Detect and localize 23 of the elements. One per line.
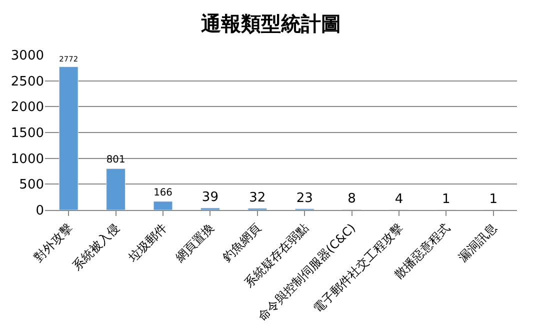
data-label: 4 bbox=[394, 192, 404, 207]
y-tick-label: 3000 bbox=[10, 48, 44, 64]
x-tick-label: 網頁置換 bbox=[172, 220, 217, 266]
data-label: 1 bbox=[489, 192, 498, 207]
y-tick-label: 0 bbox=[36, 204, 44, 219]
x-tick-label: 垃圾郵件 bbox=[124, 220, 170, 266]
chart-title: 通報類型統計圖 bbox=[200, 11, 341, 36]
x-tick-label: 漏洞訊息 bbox=[456, 220, 500, 265]
data-label: 8 bbox=[348, 192, 356, 207]
data-label: 1 bbox=[442, 192, 450, 207]
bar bbox=[58, 66, 78, 210]
bar bbox=[106, 168, 126, 210]
y-tick-label: 1500 bbox=[10, 126, 44, 142]
y-tick-label: 1000 bbox=[10, 152, 44, 167]
y-tick-label: 2000 bbox=[10, 100, 44, 116]
data-label: 166 bbox=[154, 187, 172, 198]
data-label: 32 bbox=[249, 190, 266, 206]
bar bbox=[153, 201, 173, 210]
y-tick-label: 2500 bbox=[10, 74, 44, 90]
data-label: 39 bbox=[202, 190, 218, 205]
data-label: 801 bbox=[106, 154, 126, 166]
y-tick-label: 500 bbox=[19, 178, 44, 193]
data-label: 23 bbox=[296, 190, 313, 206]
